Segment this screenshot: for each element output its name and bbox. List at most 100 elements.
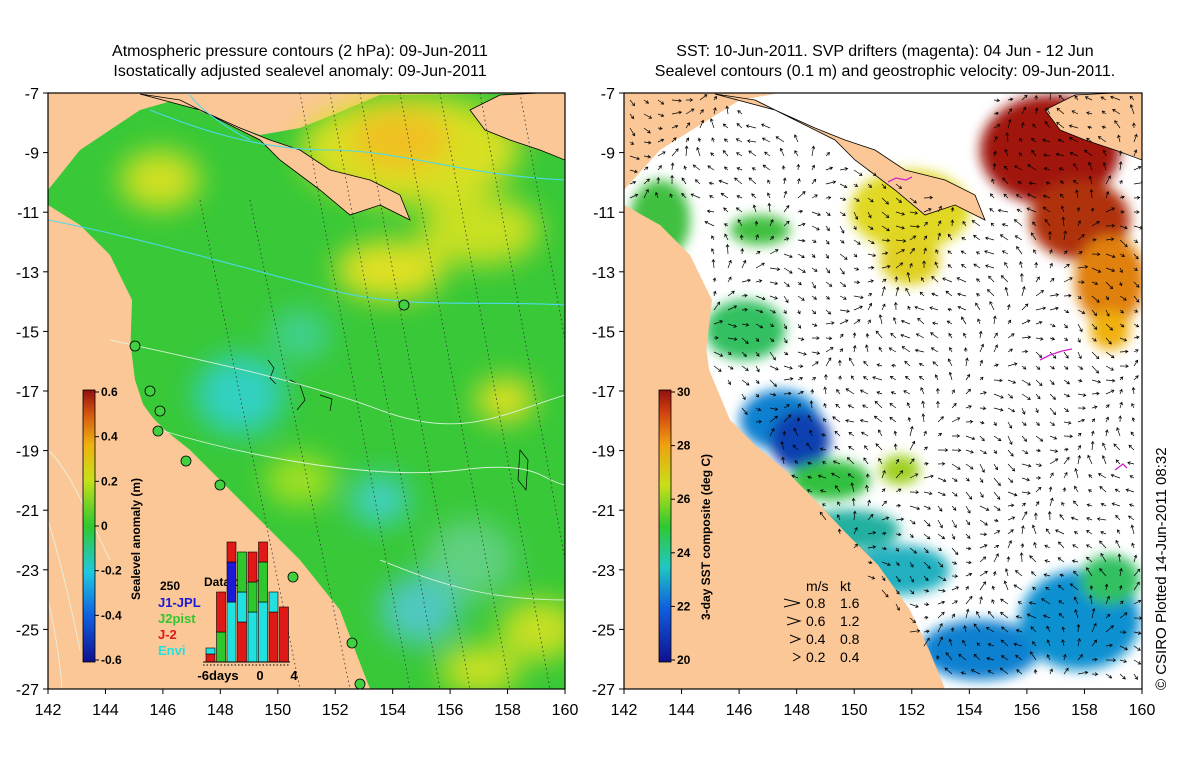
- lon-tick-label: 156: [1014, 702, 1041, 719]
- left-title-line2: Isostatically adjusted sealevel anomaly:…: [113, 63, 487, 80]
- colorbar-tick-label: 24: [677, 546, 691, 560]
- colorbar-tick-label: -0.4: [101, 608, 122, 622]
- speed-ms-value: 0.6: [806, 613, 826, 629]
- lat-tick-label: -17: [16, 384, 39, 401]
- speed-arrow: [786, 616, 802, 626]
- lon-tick-label: 150: [841, 702, 868, 719]
- speed-ms-value: 0.8: [806, 595, 826, 611]
- right-title-line2: Sealevel contours (0.1 m) and geostrophi…: [654, 63, 1116, 80]
- lon-tick-label: 148: [207, 702, 234, 719]
- lat-tick-label: -23: [16, 563, 39, 580]
- inset-bar: [205, 653, 216, 663]
- speed-ms-value: 0.2: [806, 649, 826, 665]
- inset-bar: [247, 611, 258, 663]
- colorbar-tick-label: 26: [677, 492, 691, 506]
- lat-tick-label: -17: [592, 384, 615, 401]
- lon-tick-label: 146: [150, 702, 177, 719]
- inset-bar: [205, 647, 216, 655]
- lat-tick-label: -13: [16, 265, 39, 282]
- inset-ymax-label: 250: [160, 579, 180, 593]
- colorbar-tick-label: -0.6: [101, 653, 122, 667]
- left-map-title: Atmospheric pressure contours (2 hPa): 0…: [40, 42, 560, 82]
- lat-tick-label: -9: [25, 146, 39, 163]
- pressure-contours-cyan: [48, 94, 565, 306]
- lat-tick-label: -13: [592, 265, 615, 282]
- reef-outlines: [267, 359, 529, 491]
- sla-colorbar-label: Sealevel anomaly (m): [129, 478, 143, 600]
- left-latitude-axis: -7 -9 -11 -13 -15 -17 -19 -21 -23 -25 -27: [16, 86, 48, 699]
- lat-tick-label: -9: [601, 146, 615, 163]
- sst-colorbar-ticks: 30 28 26 24 22 20: [671, 385, 691, 667]
- satellite-tracks: [199, 93, 565, 689]
- inset-x-tick: 4: [290, 668, 298, 683]
- lon-tick-label: 148: [783, 702, 810, 719]
- lat-tick-label: -11: [593, 205, 615, 222]
- lat-tick-label: -23: [592, 563, 615, 580]
- inset-legend-entry: J2pist: [158, 611, 196, 626]
- sealevel-anomaly-map: [48, 93, 565, 689]
- sst-colorbar-label: 3-day SST composite (deg C): [699, 454, 713, 620]
- lon-tick-label: 160: [1129, 702, 1156, 719]
- velocity-scale-legend: m/s kt 0.8 1.6 0.6 1.2 0.4 0.8 0.2 0.4: [783, 578, 860, 665]
- inset-bar: [216, 631, 226, 663]
- lon-tick-label: 146: [726, 702, 753, 719]
- speed-arrow: [789, 634, 802, 644]
- pressure-contours-white: [48, 339, 565, 689]
- lon-tick-label: 142: [35, 702, 62, 719]
- geostrophic-velocity-vectors: [629, 93, 1142, 680]
- solomon-islands: [1044, 93, 1142, 161]
- colorbar-tick-label: -0.2: [101, 564, 122, 578]
- sst-map: [624, 93, 1142, 689]
- inset-bar: [247, 551, 258, 583]
- inset-bar: [226, 541, 237, 563]
- sla-colorbar: [82, 389, 96, 663]
- lon-tick-label: 158: [494, 702, 521, 719]
- inset-bar: [237, 621, 247, 663]
- right-title-line1: SST: 10-Jun-2011. SVP drifters (magenta)…: [676, 43, 1094, 60]
- lat-tick-label: -21: [592, 503, 615, 520]
- lon-tick-label: 160: [552, 702, 579, 719]
- inset-bar: [258, 561, 268, 603]
- coastal-tide-gauges: [129, 299, 410, 689]
- lat-tick-label: -7: [601, 86, 615, 103]
- lon-tick-label: 144: [92, 702, 119, 719]
- new-guinea-coast: [139, 93, 411, 221]
- lat-tick-label: -27: [16, 682, 39, 699]
- australia-coast-land: [624, 205, 945, 689]
- inset-bar: [279, 606, 289, 663]
- lon-tick-label: 154: [379, 702, 406, 719]
- colorbar-tick-label: 0.4: [101, 430, 118, 444]
- sla-colorbar-ticks: 0.6 0.4 0.2 0 -0.2 -0.4 -0.6: [95, 385, 122, 667]
- lon-tick-label: 152: [322, 702, 349, 719]
- inset-legend-entry: J1-JPL: [158, 595, 201, 610]
- lon-tick-label: 154: [956, 702, 983, 719]
- lon-tick-label: 152: [898, 702, 925, 719]
- inset-legend-entry: Envi: [158, 643, 185, 658]
- inset-bar: [268, 611, 279, 663]
- right-latitude-axis: -7 -9 -11 -13 -15 -17 -19 -21 -23 -25 -27: [592, 86, 624, 699]
- lat-tick-label: -19: [16, 444, 39, 461]
- colorbar-tick-label: 20: [677, 653, 691, 667]
- lat-tick-label: -25: [16, 622, 39, 639]
- speed-kt-value: 1.6: [840, 595, 860, 611]
- svp-drifter-tracks: [887, 176, 1128, 471]
- inset-bar: [226, 561, 237, 603]
- inset-legend-entry: J-2: [158, 627, 177, 642]
- speed-header-ms: m/s: [806, 578, 829, 594]
- lat-tick-label: -27: [592, 682, 615, 699]
- left-title-line1: Atmospheric pressure contours (2 hPa): 0…: [112, 43, 488, 60]
- inset-bar: [258, 541, 268, 563]
- speed-kt-value: 1.2: [840, 613, 860, 629]
- colorbar-tick-label: 0.2: [101, 474, 118, 488]
- lon-tick-label: 142: [611, 702, 638, 719]
- speed-arrow: [783, 598, 801, 608]
- lon-tick-label: 158: [1071, 702, 1098, 719]
- speed-arrow: [792, 652, 802, 662]
- speed-kt-value: 0.4: [840, 649, 860, 665]
- inset-bar: [237, 591, 247, 623]
- lon-tick-label: 144: [668, 702, 695, 719]
- left-longitude-axis: 142 144 146 148 150 152 154 156 158 160: [35, 689, 579, 719]
